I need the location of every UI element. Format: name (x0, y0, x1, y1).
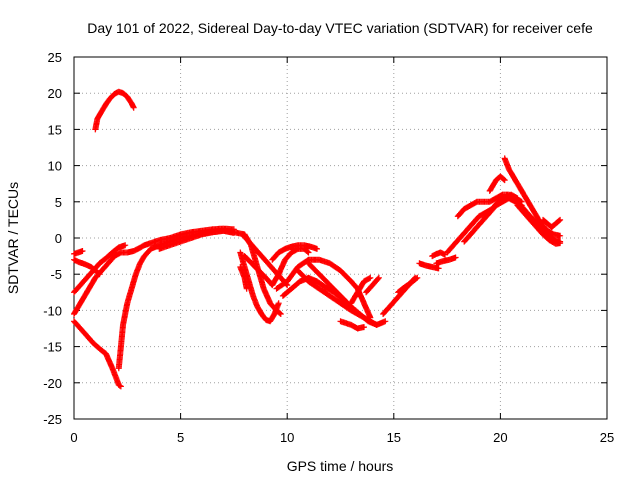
y-tick-label: -15 (43, 340, 62, 355)
data-point (373, 321, 380, 328)
data-point (95, 270, 102, 277)
data-point (130, 104, 137, 111)
series-arc-29 (486, 173, 508, 194)
data-point (557, 216, 564, 223)
data-point (375, 274, 382, 281)
series-arc-23 (416, 260, 442, 272)
data-point (413, 275, 420, 282)
series-arc-12 (241, 245, 312, 289)
series-arc-20 (363, 274, 382, 296)
data-point (557, 232, 564, 239)
data-point (361, 324, 367, 331)
plot-frame (73, 56, 608, 420)
y-tick-label: -5 (50, 267, 62, 282)
series-arc-32 (514, 202, 564, 247)
series-arc-7 (71, 248, 86, 257)
data-point (452, 254, 459, 261)
data-point (277, 310, 283, 317)
y-tick-label: 20 (48, 86, 62, 101)
x-axis-label: GPS time / hours (287, 458, 394, 474)
series-arc-34 (548, 216, 564, 231)
y-tick-label: -20 (43, 376, 62, 391)
x-tick-label: 5 (177, 430, 184, 445)
data-point (305, 249, 312, 256)
y-tick-label: 10 (48, 159, 62, 174)
series-arc-5 (71, 242, 129, 296)
data-points (71, 88, 564, 390)
data-point (96, 271, 103, 278)
data-point (117, 383, 124, 390)
data-point (557, 240, 564, 247)
series-arc-18 (337, 318, 367, 332)
grid-lines (74, 57, 607, 419)
series-arc-8 (156, 227, 284, 317)
data-point (375, 275, 382, 282)
x-tick-label: 20 (493, 430, 507, 445)
data-point (243, 285, 250, 292)
data-point (414, 274, 421, 281)
data-point (277, 311, 284, 317)
data-point (122, 242, 129, 249)
data-point (556, 217, 563, 224)
chart-title: Day 101 of 2022, Sidereal Day-to-day VTE… (87, 20, 593, 36)
data-point (314, 245, 320, 252)
x-tick-label: 10 (280, 430, 294, 445)
y-axis: -25 -20 -15 -10 -5 0 5 10 15 20 25 (43, 50, 607, 427)
series-arc-13 (269, 242, 320, 263)
data-point (435, 265, 442, 272)
data-point (79, 248, 86, 254)
y-tick-label: 0 (55, 231, 62, 246)
series-arc-24 (429, 249, 448, 260)
x-tick-label: 0 (70, 430, 77, 445)
series-arc-19 (348, 274, 374, 307)
y-tick-label: 25 (48, 50, 62, 65)
y-tick-label: -10 (43, 303, 62, 318)
x-tick-label: 15 (387, 430, 401, 445)
series-arc-16 (294, 267, 380, 328)
data-point (500, 176, 507, 183)
series-arc-6 (71, 256, 103, 278)
data-point (275, 300, 282, 307)
data-point (116, 382, 123, 389)
data-point (367, 274, 374, 281)
series-arc-1 (92, 88, 137, 133)
data-point (501, 177, 508, 184)
series-arc-2 (71, 318, 124, 390)
data-point (304, 248, 311, 255)
series-arc-22 (395, 274, 421, 296)
x-axis: 0 5 10 15 20 25 (70, 57, 614, 445)
y-tick-label: 15 (48, 122, 62, 137)
x-tick-label: 25 (600, 430, 614, 445)
series-arc-17 (305, 260, 355, 310)
data-point (382, 318, 389, 325)
data-point (347, 302, 354, 309)
y-tick-label: -25 (43, 412, 62, 427)
series-arc-25 (433, 254, 459, 267)
series-arc-11 (237, 264, 250, 292)
y-axis-label: SDTVAR / TECUs (5, 182, 21, 294)
y-tick-label: 5 (55, 195, 62, 210)
series-arc-9 (237, 249, 282, 325)
